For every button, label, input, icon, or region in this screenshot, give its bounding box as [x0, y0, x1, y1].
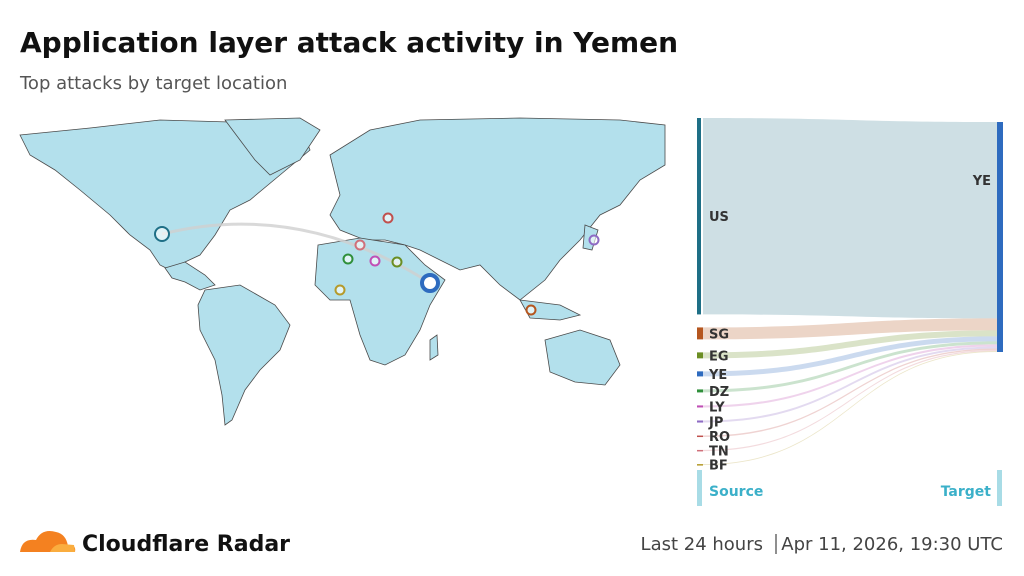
southeast-asia: [519, 299, 582, 321]
flow: [703, 351, 997, 465]
flows: [703, 118, 997, 465]
source-name: EG: [709, 349, 729, 364]
greenland: [224, 117, 321, 176]
logo: [20, 531, 76, 552]
flow: [703, 344, 997, 408]
source-label: Source: [709, 484, 763, 500]
target-name: YE: [972, 174, 991, 189]
source-name: YE: [708, 368, 727, 383]
source-node: [697, 449, 703, 452]
subtitle: Top attacks by target location: [19, 73, 287, 94]
source-name: SG: [709, 327, 729, 342]
location-marker: [354, 239, 366, 251]
australia: [544, 329, 621, 386]
madagascar: [429, 334, 439, 361]
location-marker: [342, 253, 354, 265]
source-name: LY: [709, 400, 725, 415]
source-name: DZ: [709, 385, 729, 400]
flow: [703, 118, 997, 319]
location-marker: [420, 273, 440, 293]
location-marker: [154, 226, 170, 242]
location-marker: [588, 234, 600, 246]
target-node: [997, 122, 1003, 352]
timestamp: Apr 11, 2026, 19:30 UTC: [781, 534, 1003, 555]
flow: [703, 346, 997, 423]
map-markers: [154, 212, 600, 316]
location-marker: [369, 255, 381, 267]
target-label: Target: [941, 484, 992, 500]
source-node: [697, 464, 703, 466]
flow: [703, 318, 997, 340]
location-marker: [382, 212, 394, 224]
source-name: RO: [709, 430, 730, 445]
flow: [703, 336, 997, 377]
flow: [703, 348, 997, 437]
logo-cloud-small: [50, 544, 75, 552]
location-marker: [391, 256, 403, 268]
source-name: US: [709, 210, 729, 225]
source-node: [697, 389, 703, 393]
source-node: [697, 435, 703, 438]
source-node: [697, 352, 703, 359]
target-footer-bar: [997, 470, 1002, 506]
source-node: [697, 327, 703, 340]
location-marker: [334, 284, 346, 296]
source-node: [697, 118, 701, 315]
source-name: BF: [709, 459, 728, 474]
flow: [703, 330, 997, 359]
source-name: JP: [708, 416, 723, 431]
africa: [314, 237, 446, 366]
south-america: [197, 284, 291, 426]
source-footer-bar: [697, 470, 702, 506]
central-america: [164, 261, 216, 291]
flow: [703, 349, 997, 452]
brand: Cloudflare Radar: [82, 532, 290, 557]
flow: [703, 341, 997, 393]
title: Application layer attack activity in Yem…: [20, 26, 678, 59]
world-map: [19, 117, 666, 426]
period: Last 24 hours: [641, 534, 763, 555]
source-node: [697, 420, 703, 423]
source-node: [697, 405, 703, 408]
source-node: [697, 371, 703, 377]
source-name: TN: [709, 445, 729, 460]
location-marker: [525, 304, 537, 316]
